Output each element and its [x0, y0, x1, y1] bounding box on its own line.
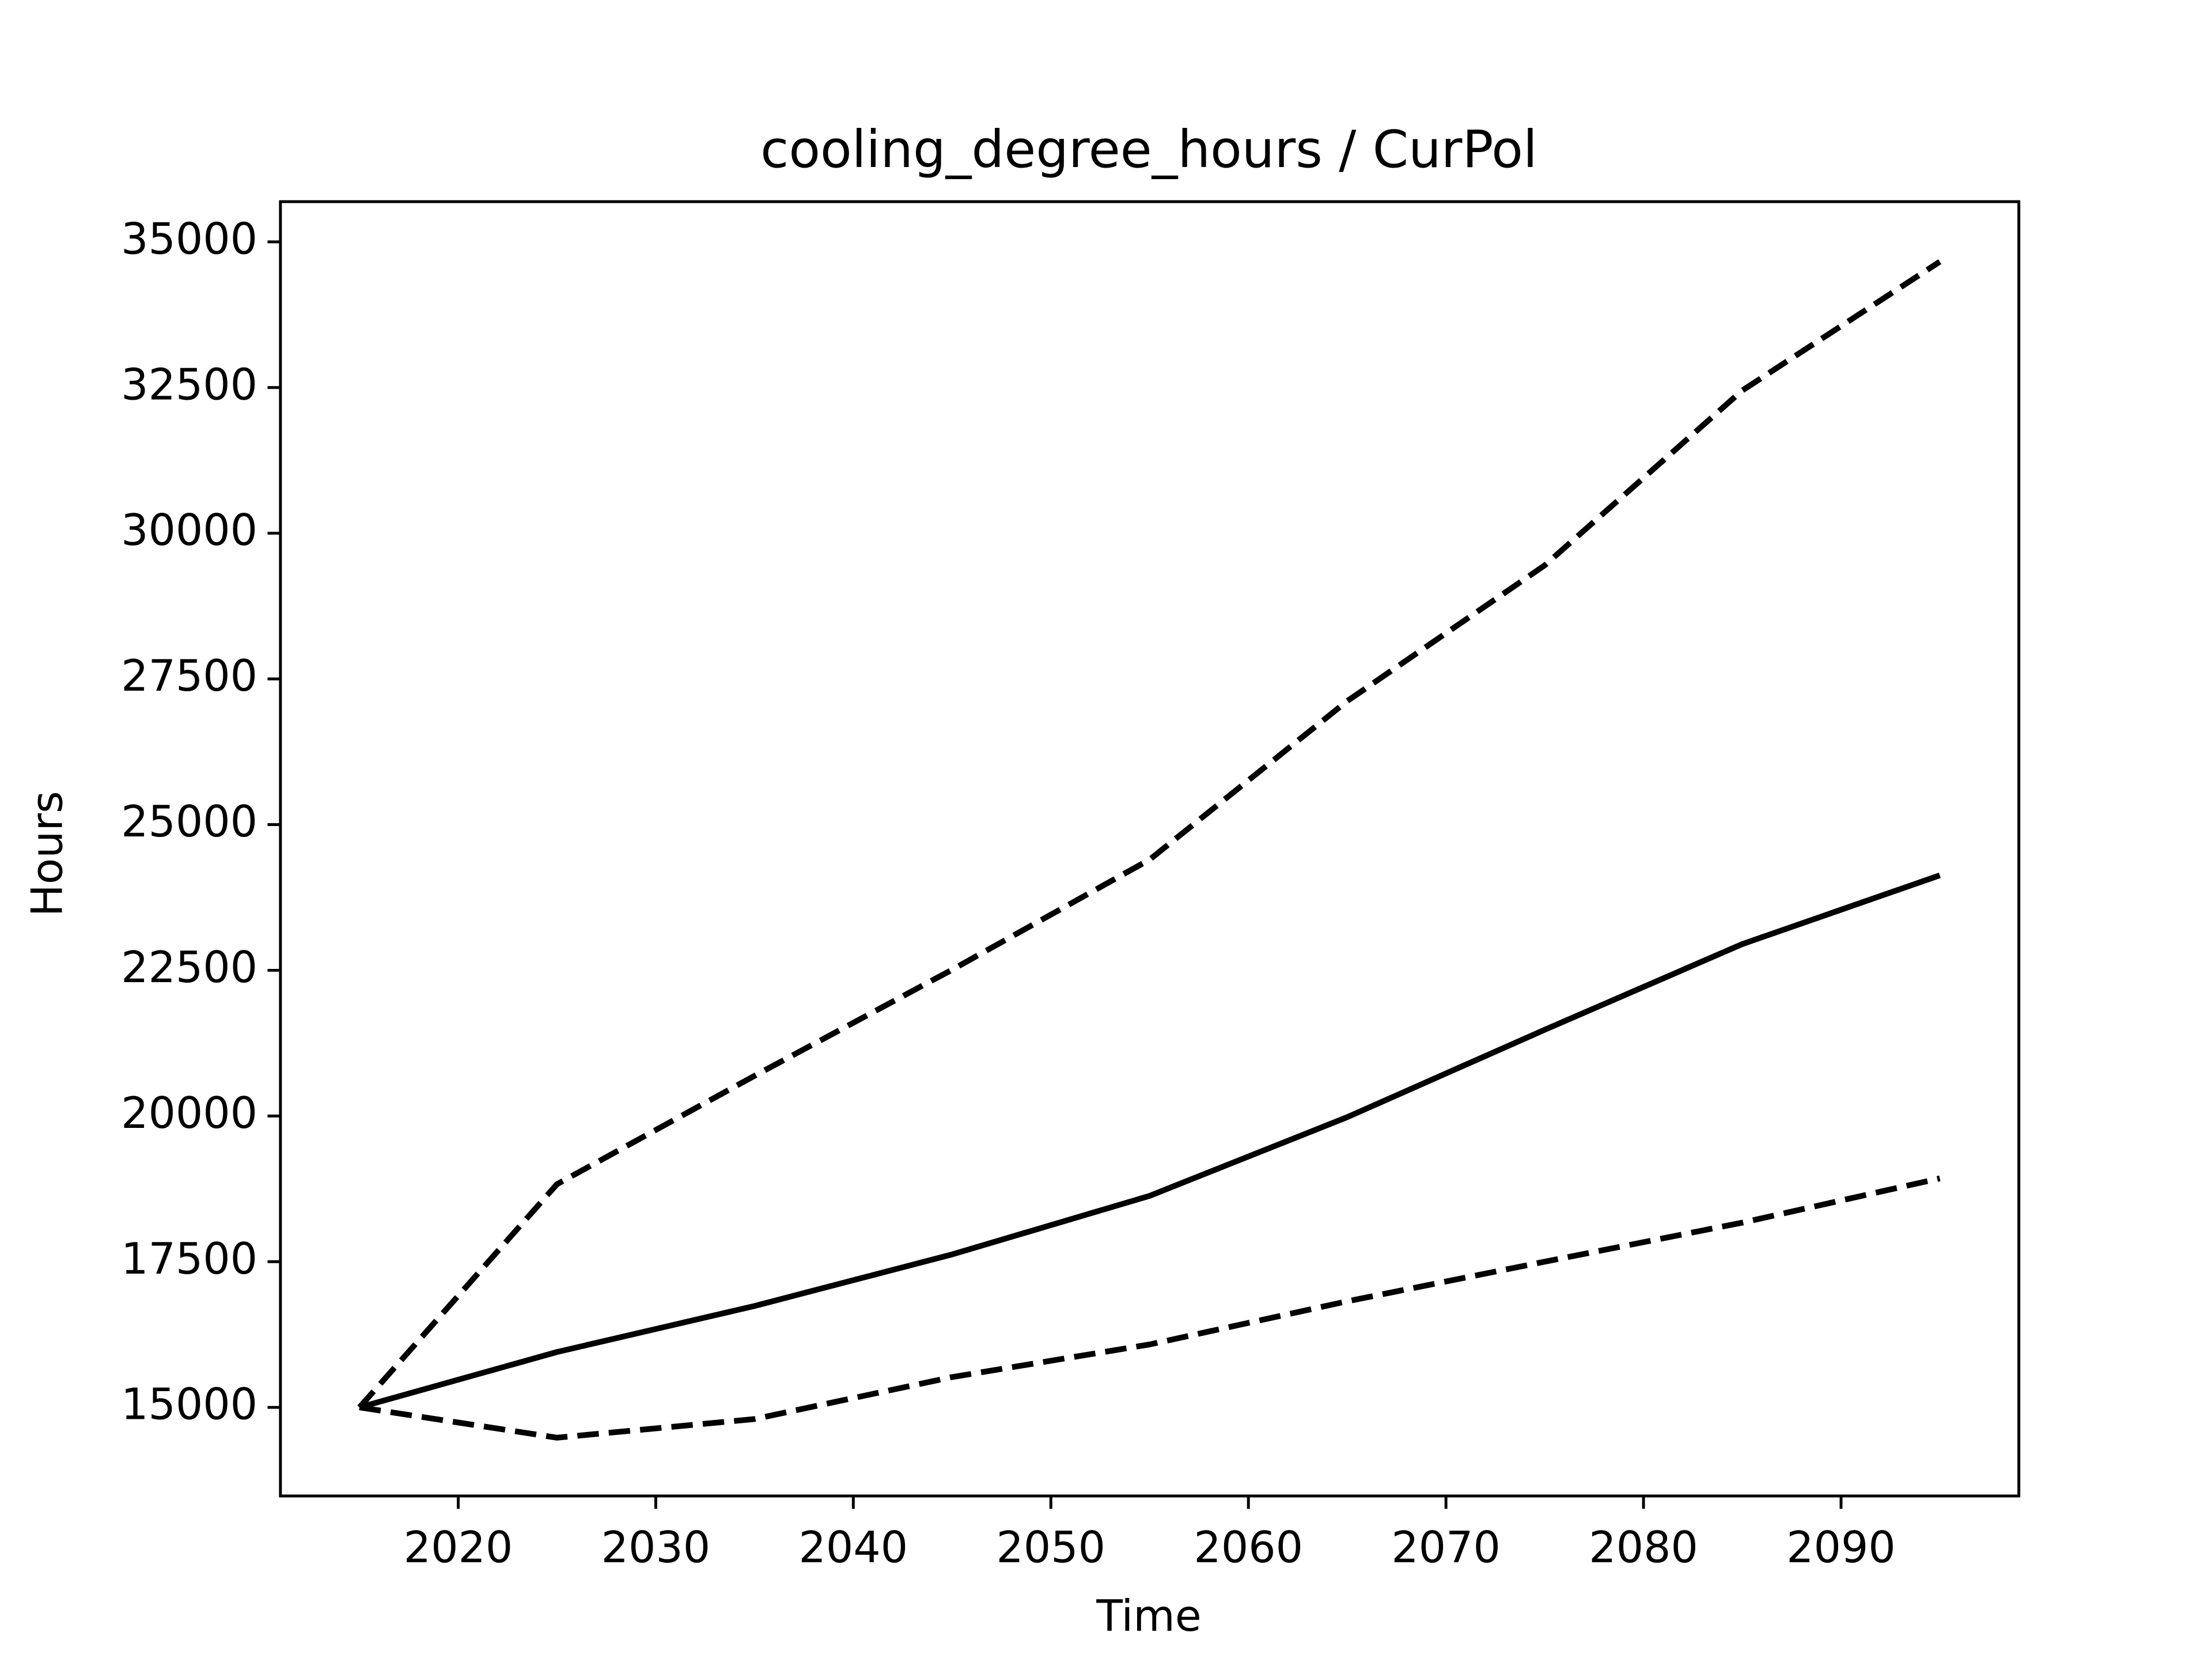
- x-tick-label: 2040: [799, 1522, 908, 1573]
- x-tick-label: 2090: [1786, 1522, 1896, 1573]
- x-tick-label: 2080: [1589, 1522, 1698, 1573]
- y-tick-label: 30000: [121, 505, 257, 555]
- y-tick-label: 32500: [121, 359, 257, 410]
- y-tick-label: 25000: [121, 797, 257, 847]
- series-line: [359, 1175, 1941, 1441]
- y-tick-label: 22500: [121, 942, 257, 993]
- plot-frame: [279, 200, 2021, 1498]
- y-tick-label: 17500: [121, 1234, 257, 1284]
- chart-title: cooling_degree_hours / CurPol: [760, 120, 1537, 180]
- x-tick-label: 2030: [601, 1522, 711, 1573]
- y-axis-label: Hours: [22, 791, 72, 916]
- x-tick-label: 2020: [404, 1522, 513, 1573]
- y-tick-label: 20000: [121, 1088, 257, 1138]
- y-tick-label: 27500: [121, 651, 257, 701]
- series-line: [357, 259, 1942, 1410]
- x-tick-label: 2070: [1391, 1522, 1501, 1573]
- series-line: [358, 872, 1941, 1410]
- y-tick-label: 15000: [121, 1380, 257, 1430]
- x-tick-label: 2060: [1194, 1522, 1303, 1573]
- y-tick-label: 35000: [121, 214, 257, 264]
- x-tick-label: 2050: [996, 1522, 1105, 1573]
- x-axis-label: Time: [1096, 1591, 1201, 1641]
